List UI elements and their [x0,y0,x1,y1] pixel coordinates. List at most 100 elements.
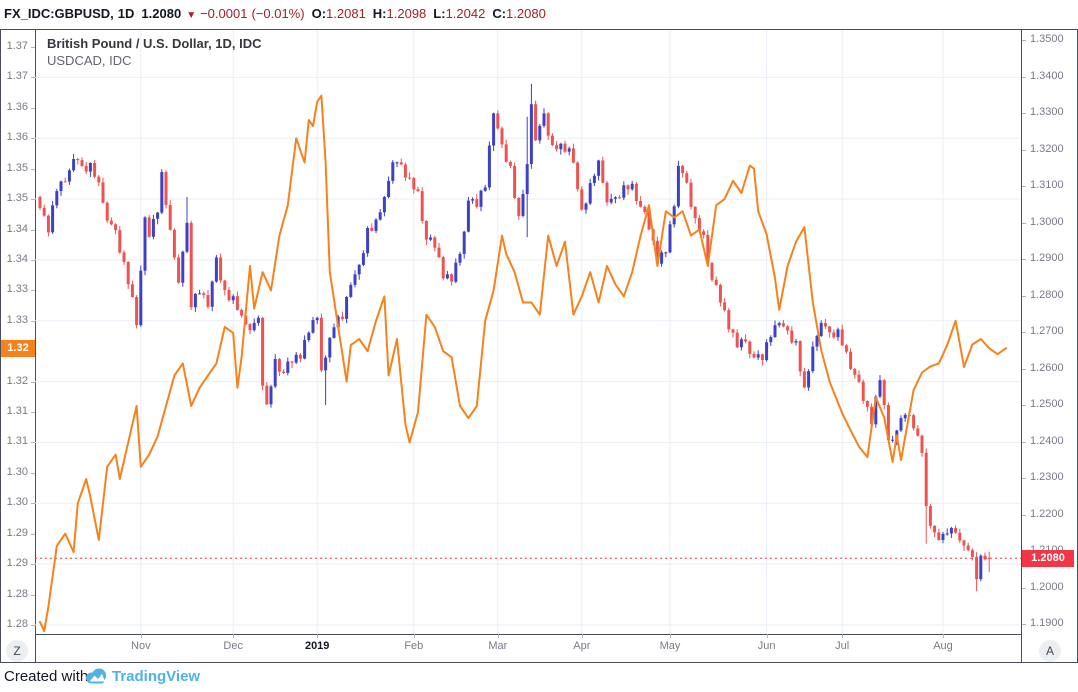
candle-body [139,270,143,326]
candle-body [156,212,160,219]
candle-body [143,217,147,271]
chart-frame-top [0,29,1078,30]
legend-overlay-series[interactable]: USDCAD, IDC [47,53,132,68]
candle-body [903,414,907,419]
candle-body [328,337,332,358]
right-axis-tick-mark [1022,405,1026,406]
time-axis[interactable]: Nov Dec 2019 Feb Mar Apr May Jun Jul Aug [35,634,1022,662]
candle-body [324,357,328,371]
candle-body [752,353,756,358]
right-axis-tick-mark [1022,368,1026,370]
left-axis-tick-mark [31,381,35,383]
candle-body [576,162,580,190]
chart-legend[interactable]: British Pound / U.S. Dollar, 1D, IDC USD… [47,36,262,69]
candle-body [685,173,689,183]
candle-body [744,339,748,342]
candle-body [374,219,378,231]
candle-body [231,296,235,301]
candle-body [878,380,882,397]
gbpusd-last-price-label: 1.2080 [1022,550,1074,568]
candle-body [433,237,437,248]
left-axis-tick-mark [31,503,35,505]
candle-body [613,197,617,199]
candle-body [954,528,958,533]
legend-main-series[interactable]: British Pound / U.S. Dollar, 1D, IDC [47,36,262,51]
candle-body [941,533,945,540]
right-axis-tick-mark [1022,76,1026,78]
candle-body [88,163,92,172]
candle-body [303,340,307,359]
left-axis-tick-label: 1.32 [6,374,28,387]
candle-body [265,385,269,405]
candle-body [983,555,987,560]
down-arrow-icon: ▼ [186,10,197,21]
usdcad-last-value-label: 1.32 [1,340,35,358]
time-axis-tick-mark [943,634,944,638]
right-axis-auto-button[interactable]: A [1039,640,1061,662]
left-axis-tick-mark [31,564,35,566]
candle-body [261,317,265,386]
left-axis-mode-button[interactable]: Z [6,640,28,662]
candle-body [723,302,727,311]
candle-body [105,202,109,221]
right-axis-tick-label: 1.2000 [1030,580,1064,593]
candle-body [487,145,491,188]
right-axis-tick-mark [1022,259,1026,260]
left-axis-tick-mark [31,533,35,535]
left-axis-tick-label: 1.28 [6,587,28,600]
candle-body [206,295,210,307]
candle-body [466,200,470,232]
candle-body [450,274,454,282]
candle-body [765,342,769,361]
candle-body [970,550,974,557]
tradingview-wordmark[interactable]: TradingView [112,668,201,685]
candle-body [46,215,50,233]
left-axis-tick-mark [31,229,35,231]
candle-body [298,354,302,359]
candle-body [345,297,349,319]
left-axis-tick-label: 1.31 [6,435,28,448]
candle-body [958,532,962,541]
candle-body [962,540,966,546]
candle-body [391,162,395,181]
close-value: 1.2080 [506,6,546,21]
right-axis-tick-label: 1.2300 [1030,471,1064,483]
candle-body [370,228,374,231]
candle-body [189,222,193,308]
candle-body [210,281,214,307]
candle-body [739,339,743,348]
candle-body [269,386,273,405]
candle-body [928,506,932,526]
time-axis-month-label: 2019 [304,640,330,652]
candle-body [332,327,336,338]
candle-body [979,555,983,580]
time-axis-tick-mark [670,634,671,638]
candle-body [147,217,151,237]
symbol-name: FX_IDC:GBPUSD, [4,6,114,21]
left-axis-tick-label: 1.35 [6,192,28,205]
right-axis-tick-label: 1.2500 [1030,398,1064,410]
symbol-info-bar: FX_IDC:GBPUSD, 1D 1.2080 ▼ −0.0001 (−0.01%) O:… [4,3,546,27]
left-axis-tick-label: 1.37 [6,70,28,83]
right-axis-tick-mark [1022,113,1026,114]
candle-body [282,371,286,373]
candle-body [550,135,554,146]
candle-body [273,359,277,387]
candle-body [899,418,903,431]
candle-body [693,206,697,219]
candle-body [622,185,626,198]
candle-body [319,317,323,371]
candle-body [479,190,483,207]
left-price-axis-usdcad[interactable]: 1.37 1.37 1.36 1.36 1.35 1.35 1.34 1.34 1.33 1.33… [0,30,35,634]
candle-body [844,345,848,352]
price-chart-canvas[interactable] [35,30,1021,634]
candle-body [823,322,827,327]
candle-body [168,205,172,230]
candle-body [177,257,181,283]
candle-body [294,354,298,363]
candle-body [412,178,416,190]
candle-body [353,274,357,285]
right-price-axis-gbpusd[interactable]: 1.3500 1.3400 1.3300 1.3200 1.3100 1.3000 1.29… [1022,30,1078,634]
candle-body [277,359,281,372]
